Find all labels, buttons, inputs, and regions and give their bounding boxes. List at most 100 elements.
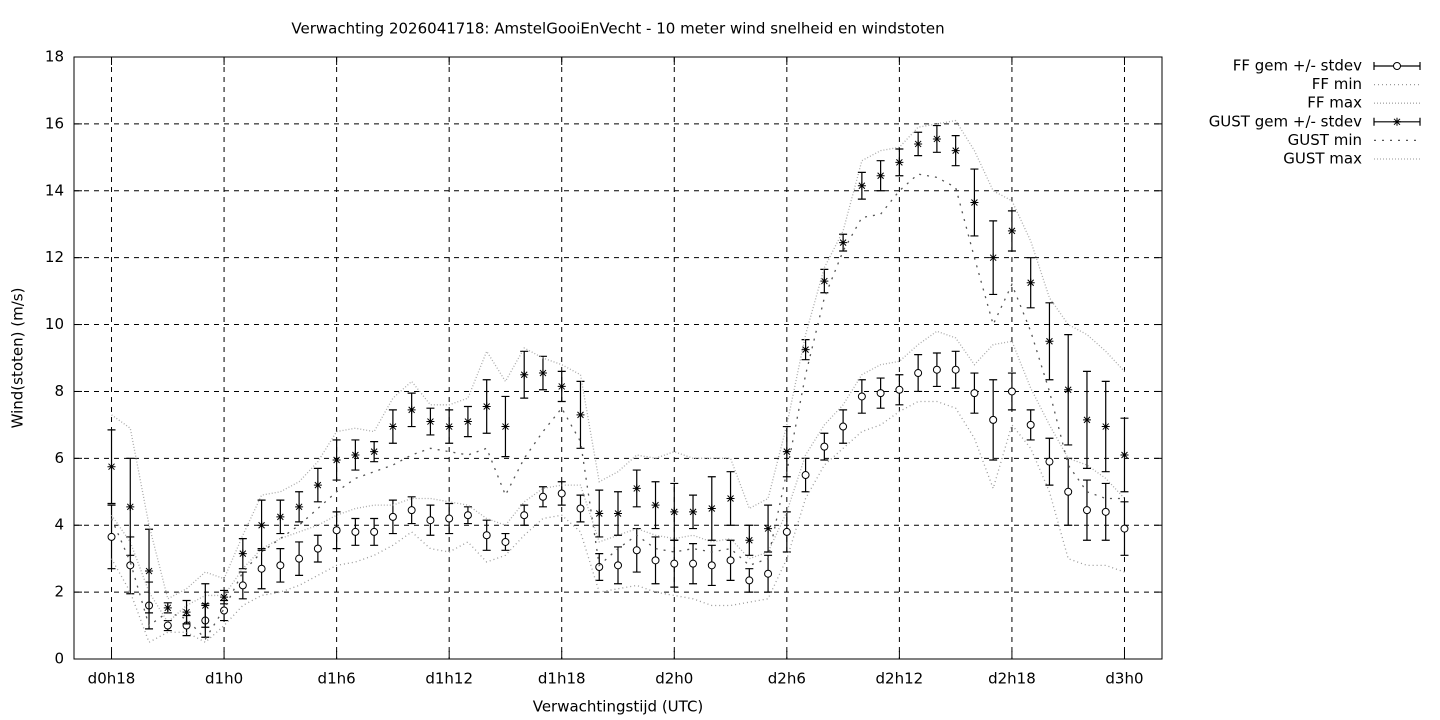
data-point (126, 502, 135, 511)
data-point (201, 601, 210, 610)
plot-frame (73, 56, 1163, 660)
data-point (857, 181, 866, 190)
data-point (764, 524, 773, 533)
data-point (220, 593, 229, 602)
data-point (145, 567, 154, 576)
data-point (426, 417, 435, 426)
data-point (670, 559, 679, 568)
data-point (801, 345, 810, 354)
data-point (501, 422, 510, 431)
range-line (110, 173, 1125, 640)
legend-label: GUST gem +/- stdev (1209, 112, 1362, 130)
data-point (857, 392, 866, 401)
y-axis-label: Wind(stoten) (m/s) (9, 288, 27, 429)
data-point (726, 494, 735, 503)
data-point (989, 253, 998, 262)
data-point (351, 527, 360, 536)
data-point (970, 389, 979, 398)
x-tick-label: d0h18 (88, 670, 136, 688)
data-point (313, 544, 322, 553)
x-axis-label: Verwachtingstijd (UTC) (533, 698, 704, 716)
legend-label: GUST min (1288, 131, 1362, 149)
data-point (651, 556, 660, 565)
data-point (107, 532, 116, 541)
data-point (1120, 450, 1129, 459)
data-point (632, 484, 641, 493)
data-point (332, 526, 341, 535)
data-point (576, 504, 585, 513)
data-point (782, 447, 791, 456)
data-point (538, 492, 547, 501)
data-point (707, 504, 716, 513)
data-point (951, 365, 960, 374)
x-tick-label: d3h0 (1105, 670, 1143, 688)
data-point (689, 559, 698, 568)
data-point (1007, 226, 1016, 235)
data-point (820, 442, 829, 451)
y-tick-label: 2 (54, 583, 64, 601)
legend-label: FF max (1307, 94, 1362, 112)
data-point (970, 198, 979, 207)
data-point (914, 139, 923, 148)
range-line (111, 119, 1125, 600)
data-point (426, 516, 435, 525)
data-point (764, 569, 773, 578)
data-point (989, 415, 998, 424)
data-point (370, 527, 379, 536)
data-point (520, 370, 529, 379)
data-point (163, 603, 172, 612)
data-point (238, 549, 247, 558)
y-tick-label: 10 (45, 315, 64, 333)
y-tick-label: 4 (54, 516, 64, 534)
data-point (351, 450, 360, 459)
data-point (820, 277, 829, 286)
x-tick-label: d2h0 (655, 670, 693, 688)
data-point (538, 369, 547, 378)
data-point (1064, 487, 1073, 496)
data-point (745, 536, 754, 545)
data-point (1101, 422, 1110, 431)
data-point (895, 385, 904, 394)
legend-label: FF gem +/- stdev (1233, 57, 1362, 75)
data-point (313, 481, 322, 490)
legend-marker (1393, 117, 1401, 126)
data-point (557, 382, 566, 391)
data-point (295, 502, 304, 511)
data-point (276, 512, 285, 521)
data-point (388, 422, 397, 431)
data-point (445, 422, 454, 431)
data-point (1007, 387, 1016, 396)
data-point (895, 158, 904, 167)
data-point (932, 365, 941, 374)
data-point (257, 564, 266, 573)
data-point (782, 527, 791, 536)
data-point (370, 447, 379, 456)
data-point (1026, 278, 1035, 287)
data-point (107, 462, 116, 471)
y-tick-label: 8 (54, 382, 64, 400)
data-point (238, 581, 247, 590)
range-line (110, 400, 1125, 644)
data-point (388, 512, 397, 521)
data-point (520, 511, 529, 520)
data-point (951, 146, 960, 155)
y-tick-label: 0 (54, 650, 64, 668)
data-point (445, 514, 454, 523)
data-point (1082, 415, 1091, 424)
data-point (163, 621, 172, 630)
data-point (1026, 420, 1035, 429)
range-line (110, 330, 1125, 624)
data-point (726, 556, 735, 565)
data-point (1064, 385, 1073, 394)
data-point (463, 511, 472, 520)
data-point (839, 238, 848, 247)
data-point (670, 507, 679, 516)
data-point (276, 561, 285, 570)
data-point (220, 606, 229, 615)
data-point (932, 134, 941, 143)
legend-label: GUST max (1283, 150, 1362, 168)
data-point (295, 554, 304, 563)
data-point (1045, 457, 1054, 466)
